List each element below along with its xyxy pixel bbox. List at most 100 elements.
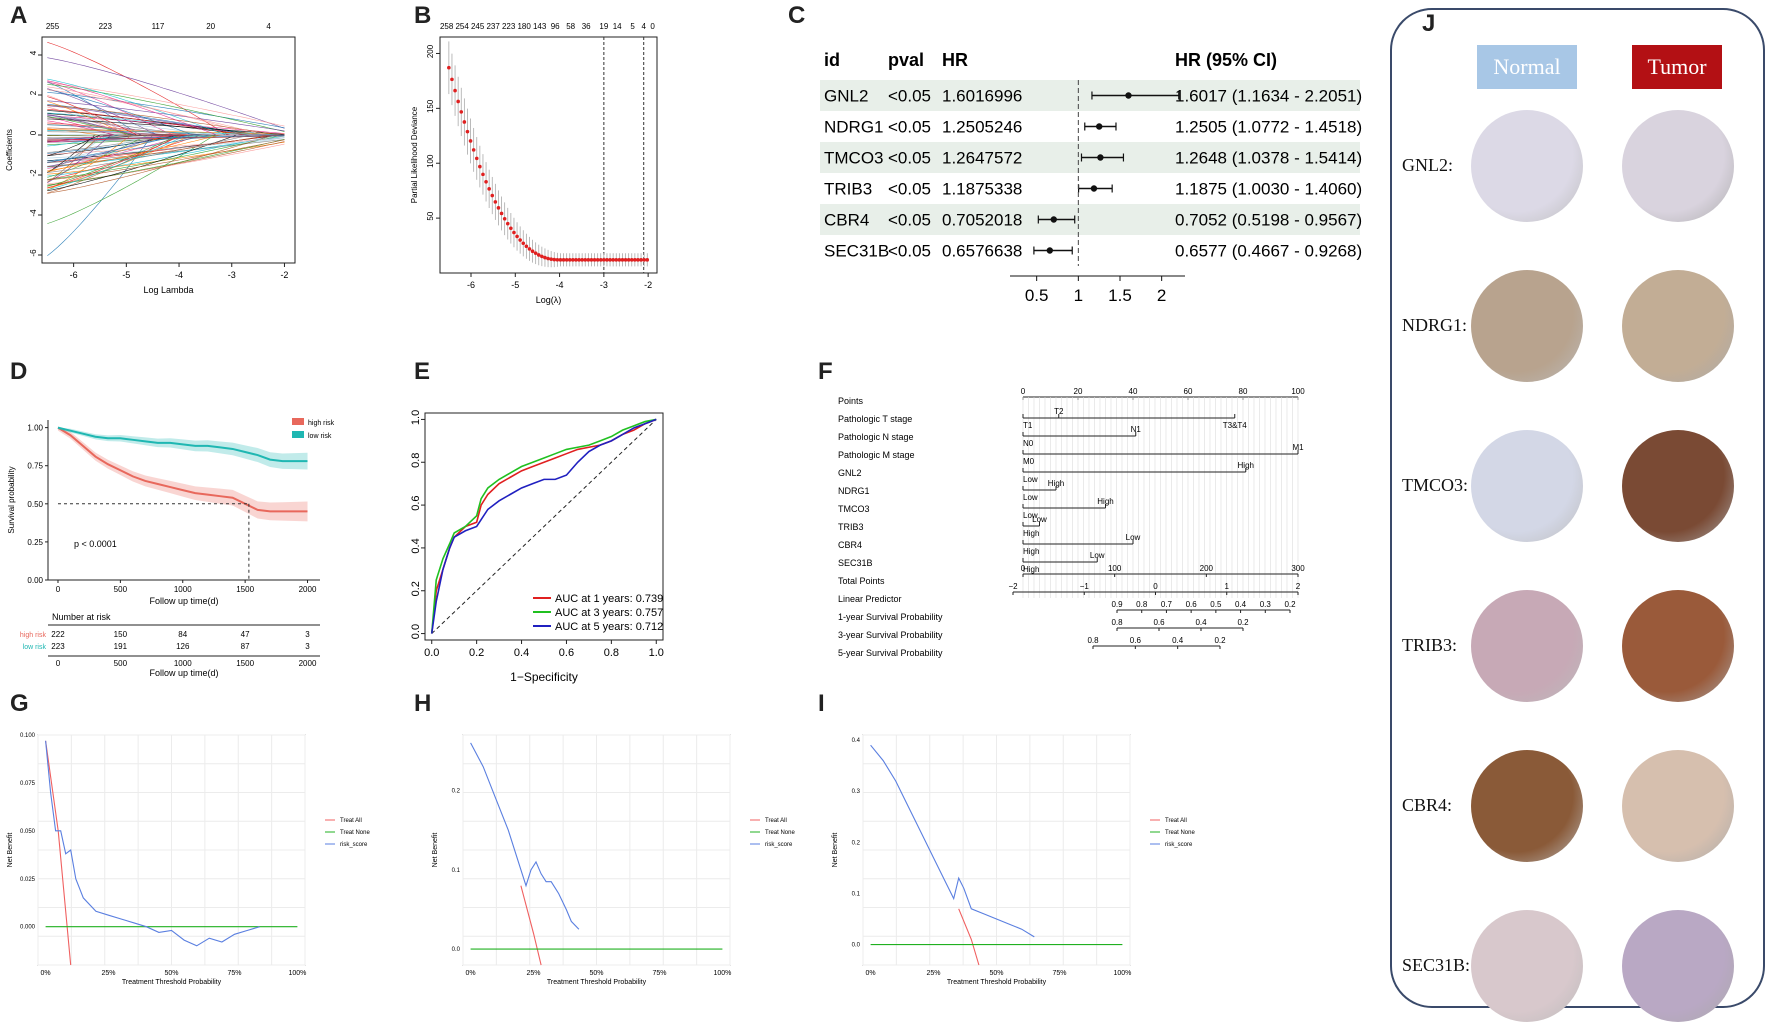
- row-hr: 1.6016996: [942, 87, 1022, 106]
- deviance-point: [639, 258, 643, 262]
- ihc-normal-core: [1471, 750, 1583, 862]
- deviance-point: [453, 89, 457, 93]
- y-tick-label: 200: [426, 44, 435, 58]
- nomogram-tick-label: 0.6: [1130, 636, 1142, 645]
- y-tick-label: 100: [426, 154, 435, 168]
- nomogram-tick-label: 0.4: [1235, 600, 1247, 609]
- deviance-point: [577, 258, 581, 262]
- x-tick-label: 25%: [102, 970, 116, 977]
- legend-label: AUC at 1 years: 0.739: [555, 593, 663, 605]
- y-tick-label: 1.00: [27, 424, 43, 433]
- row-id: NDRG1: [824, 118, 884, 137]
- nomogram-row-label: Linear Predictor: [838, 594, 902, 604]
- top-tick-label: 4: [266, 22, 271, 31]
- row-pval: <0.05: [888, 242, 931, 261]
- row-ci: 1.1875 (1.0030 - 1.4060): [1175, 180, 1362, 199]
- x-tick-label: 0.5: [1025, 286, 1049, 305]
- nomogram-tick-label: 2: [1296, 582, 1301, 591]
- row-id: TRIB3: [824, 180, 872, 199]
- x-tick-label: 75%: [652, 970, 666, 977]
- deviance-point: [590, 258, 594, 262]
- nomogram-tick-label: 0.6: [1186, 600, 1198, 609]
- x-tick-label: 0%: [465, 970, 475, 977]
- deviance-point: [487, 187, 491, 191]
- col-header-ci: HR (95% CI): [1175, 50, 1277, 70]
- nomogram-tick-label: 0: [1021, 387, 1026, 396]
- deviance-point: [593, 258, 597, 262]
- ihc-normal-core: [1471, 590, 1583, 702]
- hr-point: [1097, 154, 1103, 160]
- x-tick-label: 1000: [174, 585, 192, 594]
- nomogram-level-label: T1: [1023, 421, 1033, 430]
- legend-label: high risk: [308, 420, 335, 427]
- row-hr: 1.1875338: [942, 180, 1022, 199]
- legend-label: low risk: [308, 433, 332, 440]
- legend-label: Treat All: [340, 818, 362, 824]
- legend-label: risk_score: [1165, 842, 1193, 848]
- nomogram-tick-label: 80: [1239, 387, 1248, 396]
- risk-value: 84: [178, 630, 187, 639]
- nomogram-tick-label: 100: [1291, 387, 1305, 396]
- nomogram-level-label: High: [1048, 479, 1064, 488]
- deviance-point: [642, 258, 646, 262]
- nomogram-row-label: SEC31B: [838, 558, 873, 568]
- nomogram-tick-label: 0.2: [1214, 636, 1226, 645]
- risk-value: 3: [305, 630, 310, 639]
- decision-curve-chart-5: 0%25%50%75%100%0.00.10.20.30.4Treatment …: [825, 715, 1230, 1020]
- ihc-tumor-core: [1622, 910, 1734, 1022]
- y-tick-label: 0.4: [410, 538, 422, 553]
- y-tick-label: 0.4: [852, 738, 861, 744]
- row-id: CBR4: [824, 211, 869, 230]
- nomogram-level-label: Low: [1032, 515, 1047, 524]
- nomogram-row-label: 1-year Survival Probability: [838, 612, 943, 622]
- nomogram-level-label: M0: [1023, 457, 1035, 466]
- x-tick-label: 2: [1157, 286, 1166, 305]
- top-tick-label: 58: [566, 22, 575, 31]
- y-tick-label: 0.0: [852, 943, 861, 949]
- deviance-point: [627, 258, 631, 262]
- top-tick-label: 258: [440, 22, 454, 31]
- y-tick-label: -4: [29, 209, 38, 217]
- nomogram-tick-label: 0.6: [1153, 618, 1165, 627]
- x-tick-label: 0.4: [514, 647, 529, 659]
- ihc-gene-label: GNL2:: [1402, 155, 1453, 176]
- x-tick-label: 0.8: [604, 647, 619, 659]
- y-tick-label: 0.0: [452, 947, 461, 953]
- x-tick-label: 50%: [164, 970, 178, 977]
- panel-letter-g: G: [10, 690, 29, 718]
- deviance-point: [568, 258, 572, 262]
- coef-path: [47, 135, 284, 193]
- deviance-point: [565, 258, 569, 262]
- x-tick-label: -6: [70, 270, 78, 280]
- x-tick-label: 0%: [865, 970, 875, 977]
- tumor-header: Tumor: [1632, 45, 1722, 89]
- deviance-point: [580, 258, 584, 262]
- nomogram-tick-label: 200: [1200, 564, 1214, 573]
- x-axis-label: Treatment Threshold Probability: [122, 979, 222, 986]
- deviance-point: [497, 206, 501, 210]
- legend-label: Treat None: [1165, 830, 1195, 836]
- x-axis-label: Treatment Threshold Probability: [947, 979, 1047, 986]
- deviance-point: [484, 180, 488, 184]
- x-axis-label: 1−Specificity: [510, 670, 578, 684]
- deviance-point: [456, 100, 460, 104]
- deviance-point: [500, 212, 504, 216]
- nomogram-row-label: TMCO3: [838, 504, 870, 514]
- y-tick-label: -6: [29, 249, 38, 257]
- legend-label: AUC at 5 years: 0.712: [555, 621, 663, 633]
- x-tick-label: 0%: [40, 970, 50, 977]
- top-tick-label: 5: [630, 22, 635, 31]
- legend-label: AUC at 3 years: 0.757: [555, 607, 663, 619]
- nomogram-tick-label: 1: [1225, 582, 1230, 591]
- risk-tick-label: 0: [56, 659, 61, 668]
- risk-tick-label: 2000: [299, 659, 317, 668]
- ihc-tumor-core: [1622, 590, 1734, 702]
- deviance-point: [534, 251, 538, 255]
- y-tick-label: 0.75: [27, 462, 43, 471]
- risk-value: 191: [114, 642, 128, 651]
- y-tick-label: 0.075: [20, 781, 36, 787]
- row-id: TMCO3: [824, 149, 884, 168]
- risk-value: 223: [51, 642, 65, 651]
